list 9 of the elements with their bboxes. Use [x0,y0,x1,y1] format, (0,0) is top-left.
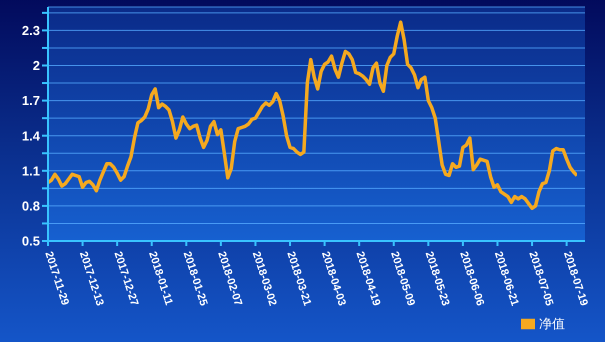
y-tick-label: 0.5 [22,234,40,249]
y-tick-label: 2 [32,58,40,74]
y-tick-label: 2.3 [22,23,40,38]
y-tick-label: 1.7 [22,93,40,108]
legend-label: 净值 [539,317,565,332]
y-tick-label: 1.4 [22,128,41,144]
y-tick-label: 1.1 [22,163,40,178]
y-tick-label: 0.8 [22,198,40,214]
line-series [48,20,577,210]
